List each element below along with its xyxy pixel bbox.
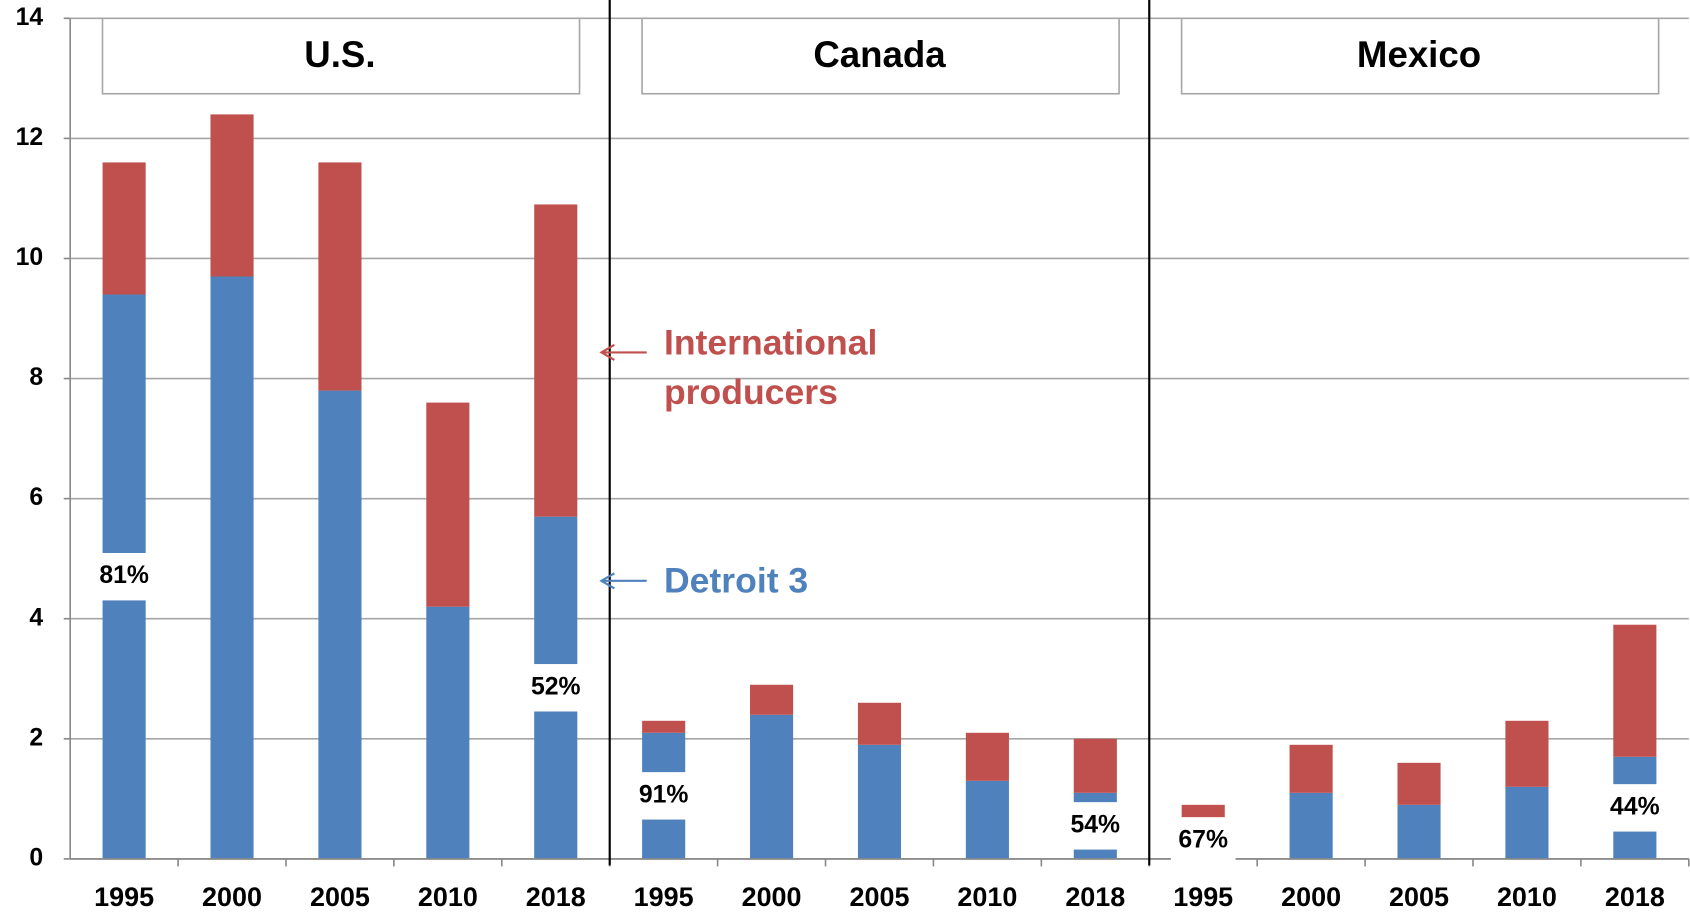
x-tick-label: 2018 (1605, 882, 1665, 912)
y-tick-label: 0 (29, 844, 43, 871)
share-label: 54% (1071, 811, 1121, 838)
x-tick-label: 2010 (1497, 882, 1557, 912)
bar-segment (857, 702, 902, 745)
bar-segment (318, 390, 362, 859)
legend-arrowhead (599, 572, 615, 590)
bars (102, 114, 1657, 859)
share-label-bg (1602, 784, 1668, 832)
bar-segment (1397, 804, 1441, 859)
share-label: 44% (1610, 793, 1660, 820)
share-label: 81% (99, 562, 149, 589)
x-tick-label: 1995 (1173, 882, 1233, 912)
legend-item: International producers (663, 322, 878, 412)
share-label-bg (1170, 817, 1236, 865)
bar-segment (750, 714, 794, 859)
legend-label: International producers (663, 322, 878, 412)
bar-segment (318, 162, 362, 391)
x-tick-label: 2010 (957, 882, 1017, 912)
x-tick-label: 2005 (1389, 882, 1449, 912)
legend-item: Detroit 3 (663, 560, 809, 601)
x-tick-label: 2018 (1065, 882, 1125, 912)
bar-segment (1505, 786, 1549, 859)
share-label-bg (91, 552, 157, 601)
bar-segment (426, 402, 470, 607)
x-tick-label: 2000 (742, 882, 802, 912)
share-label: 52% (531, 673, 581, 700)
x-tick-label: 2010 (418, 882, 478, 912)
bar-segment (1073, 738, 1117, 793)
bar-segment (1613, 624, 1657, 757)
x-tick-label: 2018 (526, 882, 586, 912)
legend-label: Detroit 3 (663, 560, 809, 601)
share-label: 67% (1178, 826, 1228, 853)
group-title: Canada (813, 34, 946, 75)
bar-segment (965, 780, 1009, 859)
y-tick-label: 8 (29, 364, 43, 391)
group-title-box (641, 17, 1120, 95)
x-tick-label: 2000 (202, 882, 262, 912)
bar-segment (750, 684, 794, 715)
y-tick-label: 10 (16, 244, 44, 271)
x-tick-label: 2005 (310, 882, 370, 912)
share-label: 91% (639, 781, 689, 808)
group-title: U.S. (304, 34, 375, 75)
group-title-box (101, 17, 581, 95)
y-tick-label: 12 (16, 124, 44, 151)
bar-segment (1289, 744, 1333, 793)
bar-segment (1289, 792, 1333, 859)
foreground: 0 2 4 6 8 10 12 14 U.S. 1995 81% 2000 2005 2010 2018 52… (16, 0, 1690, 912)
bar-segment (1505, 720, 1549, 787)
share-label-bg (523, 664, 589, 712)
bar-segment (857, 744, 902, 859)
x-tick-label: 1995 (94, 882, 154, 912)
bar-segment (1397, 762, 1441, 805)
group-title: Mexico (1357, 34, 1481, 75)
share-label-bg (1062, 802, 1128, 850)
bar-segment (642, 720, 686, 733)
bar-segment (210, 276, 254, 859)
legend-arrowhead (599, 343, 615, 361)
y-tick-label: 4 (29, 604, 43, 631)
group-title-box (1180, 17, 1660, 95)
y-tick-label: 2 (29, 724, 43, 751)
x-tick-label: 1995 (634, 882, 694, 912)
x-tick-label: 2005 (850, 882, 910, 912)
y-tick-label: 6 (29, 484, 43, 511)
bar-segment (210, 114, 254, 277)
y-tick-label: 14 (16, 4, 44, 31)
bar-segment (102, 162, 146, 295)
bar-segment (426, 606, 470, 859)
bar-segment (965, 732, 1009, 781)
share-label-bg (631, 772, 696, 820)
x-tick-label: 2000 (1281, 882, 1341, 912)
bar-segment (534, 204, 578, 517)
